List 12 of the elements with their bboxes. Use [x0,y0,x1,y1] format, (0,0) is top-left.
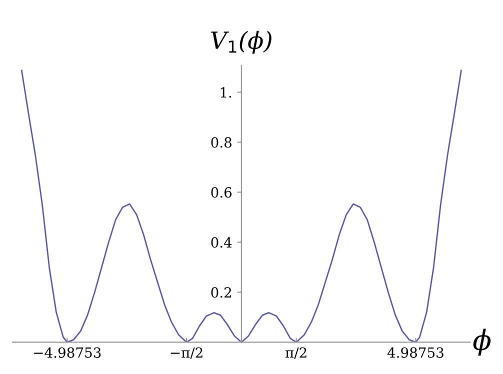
y-tick-label: 0.2 [211,287,232,298]
y-tick-label: 0.6 [211,187,232,198]
y-tick-label: 0.4 [211,237,232,248]
line-series [20,70,462,342]
y-tick-label: 0.8 [211,137,232,148]
x-tick-label: π/2 [286,347,306,359]
x-tick-label: −4.98753 [34,347,101,358]
chart-title: V$_{1}$(ϕ) [211,30,272,54]
y-tick-label: 1. [220,87,232,98]
x-tick-label: 4.98753 [387,347,444,358]
x-tick-label: −π/2 [170,347,202,359]
x-axis-title: ϕ [473,328,491,356]
